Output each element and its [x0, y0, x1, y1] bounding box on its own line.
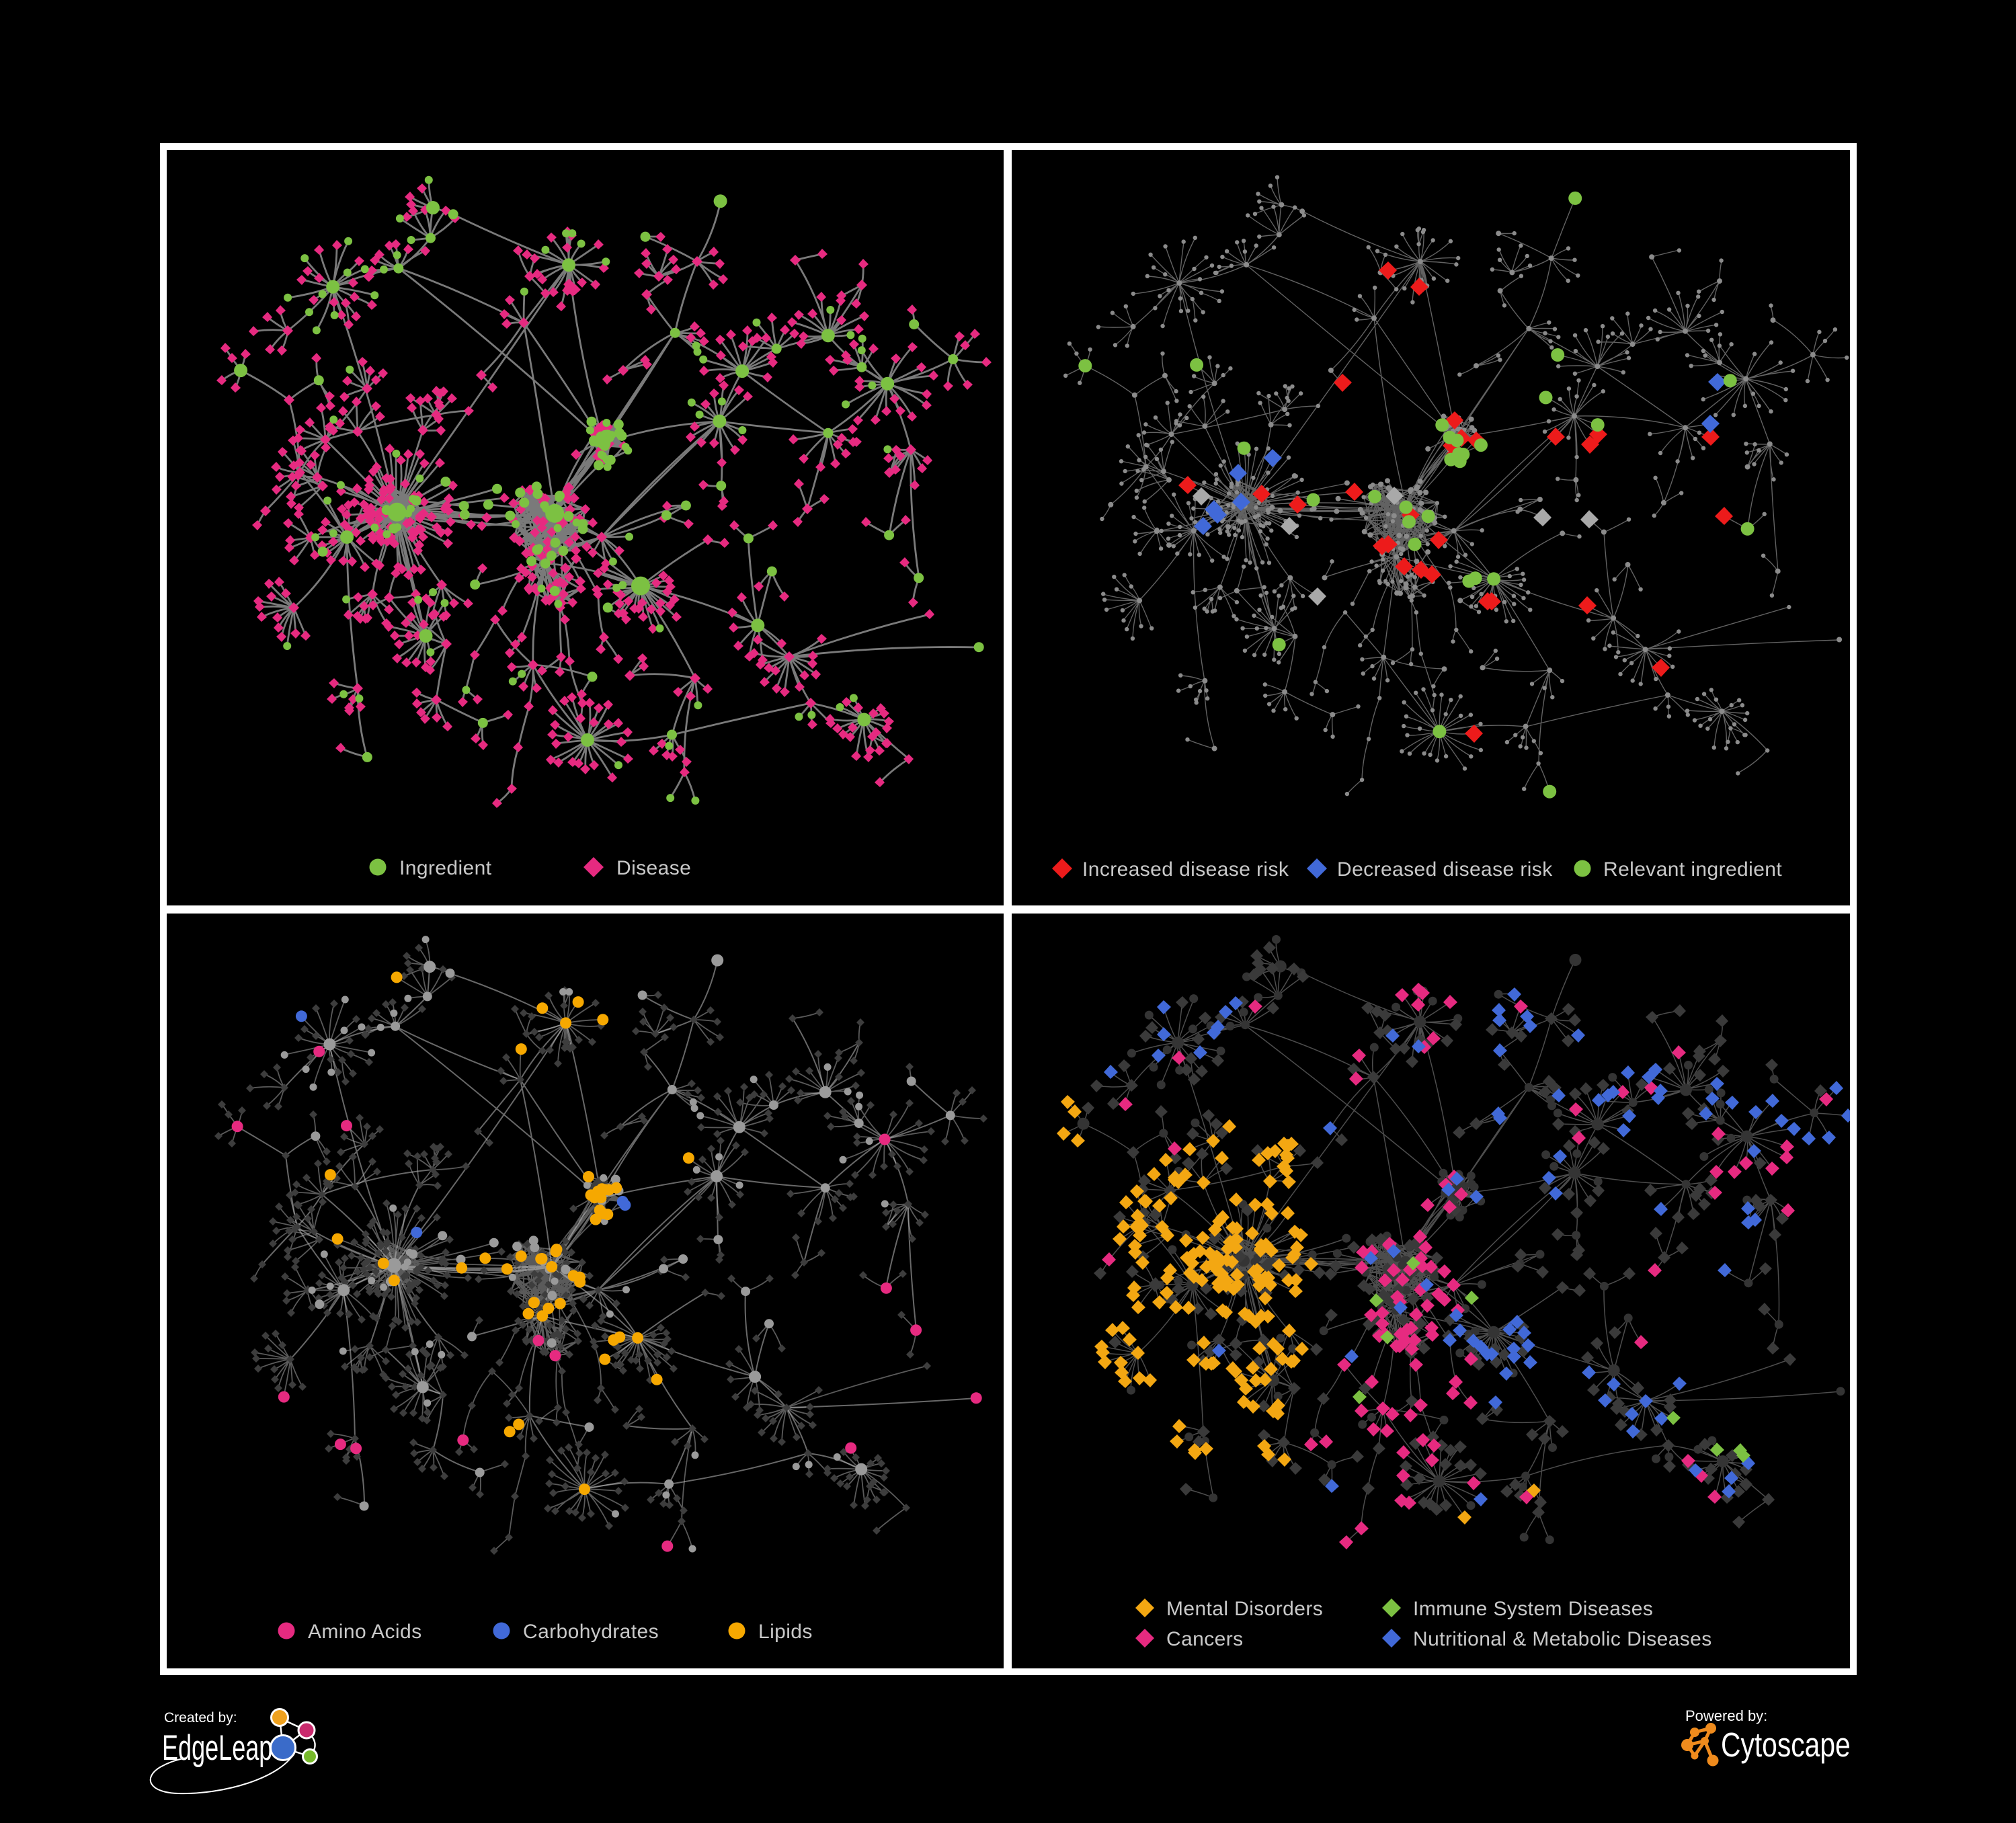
- svg-text:Mental Disorders: Mental Disorders: [1166, 1598, 1323, 1620]
- svg-text:Cytoscape: Cytoscape: [1721, 1726, 1851, 1764]
- svg-text:Cancers: Cancers: [1166, 1628, 1244, 1650]
- svg-text:Powered by:: Powered by:: [1685, 1707, 1767, 1724]
- svg-text:Created by:: Created by:: [164, 1710, 237, 1726]
- svg-text:Decreased disease risk: Decreased disease risk: [1337, 858, 1553, 881]
- svg-text:Ingredient: Ingredient: [399, 857, 492, 879]
- svg-text:Immune System Diseases: Immune System Diseases: [1413, 1598, 1653, 1620]
- svg-text:Nutritional & Metabolic Diseas: Nutritional & Metabolic Diseases: [1413, 1628, 1712, 1650]
- svg-text:Lipids: Lipids: [758, 1621, 813, 1643]
- svg-text:EdgeLeap: EdgeLeap: [162, 1728, 272, 1768]
- svg-text:Increased disease risk: Increased disease risk: [1082, 858, 1289, 881]
- svg-text:Amino Acids: Amino Acids: [308, 1621, 421, 1643]
- svg-text:Disease: Disease: [616, 857, 691, 879]
- svg-text:Carbohydrates: Carbohydrates: [523, 1621, 659, 1643]
- svg-text:Relevant ingredient: Relevant ingredient: [1603, 858, 1782, 881]
